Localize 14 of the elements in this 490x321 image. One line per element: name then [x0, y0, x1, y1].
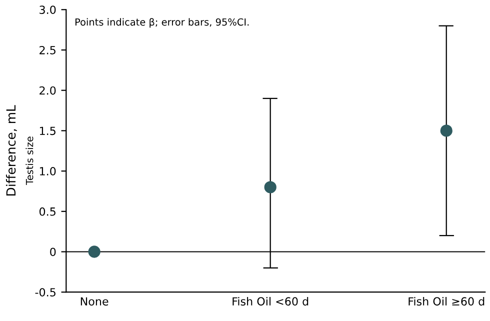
text: Testis size — [26, 136, 34, 185]
y-tick-label: 0.5 — [39, 207, 56, 216]
y-axis-title: Difference, mL — [6, 105, 17, 196]
y-tick-label: 1.5 — [40, 126, 56, 136]
x-tick-label: None — [80, 297, 108, 306]
y-tick-label: 3.0 — [40, 6, 56, 14]
x-tick-label: Fish Oil <60 d — [232, 296, 308, 306]
y-tick-label: 2.5 — [40, 46, 56, 54]
y-tick-label: 1.0 — [40, 167, 56, 176]
y-tick-label: 2.0 — [40, 86, 56, 95]
y-tick-label: -0.5 — [35, 288, 56, 296]
x-tick-label: Fish Oil ≥60 d — [408, 296, 484, 306]
y-tick-label: 0 — [50, 248, 56, 256]
annotation: Points indicate β; error bars, 95%CI. — [75, 18, 249, 28]
